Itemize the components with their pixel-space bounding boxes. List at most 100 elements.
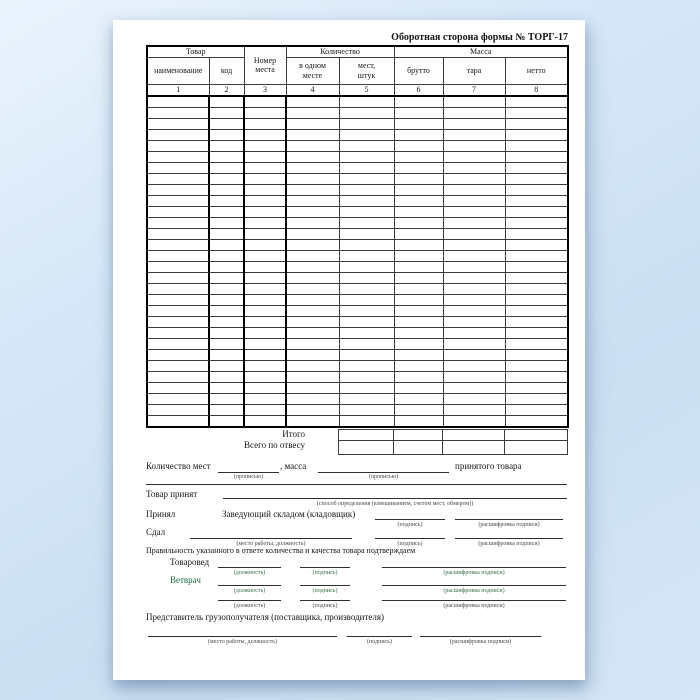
empty-cell: [146, 381, 210, 394]
empty-cell: [442, 194, 506, 207]
empty-cell: [504, 216, 569, 229]
empty-cell: [285, 161, 340, 174]
empty-cell: [243, 216, 288, 229]
table-row: [146, 403, 569, 416]
empty-cell: [442, 227, 506, 240]
podpis-blank-line: [300, 592, 350, 601]
empty-cell: [146, 117, 210, 130]
table-row: [146, 183, 569, 196]
rasshifrovka-blank-line: [420, 628, 541, 637]
podpis-caption: (подпись): [312, 603, 338, 609]
empty-cell: [146, 183, 210, 196]
totals-cell: [504, 429, 568, 441]
empty-cell: [207, 337, 246, 350]
empty-cell: [146, 337, 210, 350]
table-row: [146, 271, 569, 284]
empty-cell: [285, 238, 340, 251]
mesto-raboty-blank-line: [190, 529, 352, 539]
empty-cell: [504, 293, 569, 306]
sposob-caption: (способ определения (взвешиванием, счето…: [316, 501, 474, 507]
empty-cell: [338, 238, 395, 251]
header-group-tovar: Товар: [146, 45, 245, 58]
empty-cell: [442, 392, 506, 405]
table-row: [146, 94, 569, 108]
empty-cell: [338, 139, 395, 152]
empty-cell: [338, 249, 395, 262]
empty-cell: [207, 94, 246, 108]
rasshifrovka-blank-line: [382, 559, 566, 568]
empty-cell: [243, 337, 288, 350]
empty-cell: [393, 348, 444, 361]
empty-cell: [243, 194, 288, 207]
header-mest-shtuk: мест, штук: [338, 56, 395, 85]
totals-cell: [338, 440, 394, 455]
empty-cell: [146, 94, 210, 108]
empty-cell: [393, 106, 444, 119]
empty-cell: [243, 271, 288, 284]
empty-cell: [338, 227, 395, 240]
table-row: [146, 106, 569, 119]
table-row: [146, 326, 569, 339]
rasshifrovka-caption: (расшифровка подписи): [443, 588, 505, 594]
empty-cell: [285, 183, 340, 196]
empty-cell: [146, 194, 210, 207]
col-number: 8: [504, 83, 569, 96]
empty-cell: [243, 249, 288, 262]
empty-cell: [504, 359, 569, 372]
podpis-blank-line: [300, 559, 350, 568]
empty-cell: [146, 128, 210, 141]
table-row: [146, 359, 569, 372]
empty-cell: [207, 414, 246, 427]
empty-cell: [207, 249, 246, 262]
empty-cell: [504, 117, 569, 130]
table-row: [146, 150, 569, 163]
empty-cell: [285, 414, 340, 427]
empty-cell: [338, 271, 395, 284]
massa-blank-line: [318, 463, 449, 473]
empty-cell: [504, 194, 569, 207]
prinyatogo-tovara-label: принятого товара: [455, 461, 522, 471]
table-row: [146, 161, 569, 174]
empty-cell: [442, 249, 506, 262]
mest-blank-line: [218, 463, 279, 473]
empty-cell: [504, 249, 569, 262]
dolzhnost-caption: (должность): [233, 588, 266, 594]
table-row: [146, 370, 569, 383]
empty-cell: [504, 94, 569, 108]
empty-cell: [285, 403, 340, 416]
table-row: [146, 205, 569, 218]
col-number: 3: [243, 83, 287, 96]
empty-cell: [338, 216, 395, 229]
empty-cell: [243, 326, 288, 339]
empty-cell: [504, 326, 569, 339]
empty-cell: [207, 282, 246, 295]
empty-cell: [207, 205, 246, 218]
totals-vsego-label: Всего по отвесу: [244, 440, 305, 450]
empty-cell: [442, 348, 506, 361]
massa-label: , масса: [280, 461, 307, 471]
empty-cell: [393, 271, 444, 284]
totals-cell: [442, 440, 505, 455]
empty-cell: [207, 381, 246, 394]
empty-cell: [393, 370, 444, 383]
empty-cell: [243, 128, 288, 141]
empty-cell: [146, 403, 210, 416]
empty-cell: [146, 359, 210, 372]
empty-cell: [393, 117, 444, 130]
empty-cell: [338, 403, 395, 416]
empty-cell: [504, 337, 569, 350]
empty-cell: [338, 381, 395, 394]
blank-full-line: [146, 484, 567, 485]
totals-cell: [393, 429, 443, 441]
empty-cell: [285, 381, 340, 394]
empty-cell: [146, 227, 210, 240]
empty-cell: [146, 315, 210, 328]
empty-cell: [207, 172, 246, 185]
empty-cell: [338, 304, 395, 317]
empty-cell: [243, 348, 288, 361]
predstavitel-label: Представитель грузополучателя (поставщик…: [146, 612, 385, 622]
empty-cell: [146, 392, 210, 405]
empty-cell: [285, 293, 340, 306]
empty-cell: [207, 315, 246, 328]
empty-cell: [442, 172, 506, 185]
